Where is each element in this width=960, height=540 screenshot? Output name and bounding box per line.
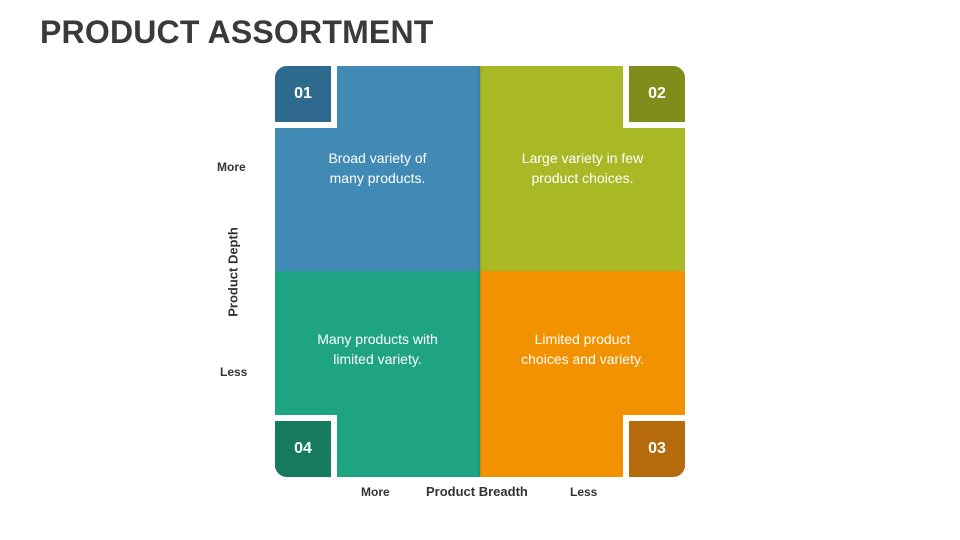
quadrant-01-line1: Broad variety of	[328, 150, 427, 166]
quadrant-03-line2: choices and variety.	[521, 351, 644, 367]
quadrant-02-text: Large variety in few product choices.	[480, 148, 685, 188]
x-axis-less-label: Less	[570, 485, 598, 499]
badge-04: 04	[275, 421, 331, 477]
assortment-matrix: Broad variety of many products. Large va…	[275, 66, 685, 477]
quadrant-01-text: Broad variety of many products.	[275, 148, 480, 188]
quadrant-03-text: Limited product choices and variety.	[480, 329, 685, 369]
notch-03-top	[623, 415, 685, 421]
notch-04-right	[331, 415, 337, 477]
y-axis-more-label: More	[217, 160, 246, 174]
quadrant-02-line1: Large variety in few	[521, 150, 644, 166]
notch-03-left	[623, 415, 629, 477]
badge-01: 01	[275, 66, 331, 122]
quadrant-03-line1: Limited product	[534, 331, 631, 347]
quadrant-04-line1: Many products with	[317, 331, 438, 347]
y-axis-less-label: Less	[220, 365, 248, 379]
notch-01-right	[331, 66, 337, 128]
badge-02: 02	[629, 66, 685, 122]
notch-02-left	[623, 66, 629, 128]
center-divider	[478, 66, 482, 477]
notch-01-bottom	[275, 122, 337, 128]
notch-02-bottom	[623, 122, 685, 128]
page-title: PRODUCT ASSORTMENT	[40, 14, 434, 50]
y-axis-title: Product Depth	[225, 227, 241, 317]
quadrant-02-line2: product choices.	[531, 170, 634, 186]
quadrant-04-line2: limited variety.	[333, 351, 422, 367]
badge-03: 03	[629, 421, 685, 477]
quadrant-04-text: Many products with limited variety.	[275, 329, 480, 369]
x-axis-more-label: More	[361, 485, 390, 499]
quadrant-04: Many products with limited variety.	[275, 271, 480, 477]
quadrant-01-line2: many products.	[329, 170, 426, 186]
notch-04-top	[275, 415, 337, 421]
x-axis-title: Product Breadth	[426, 484, 528, 499]
